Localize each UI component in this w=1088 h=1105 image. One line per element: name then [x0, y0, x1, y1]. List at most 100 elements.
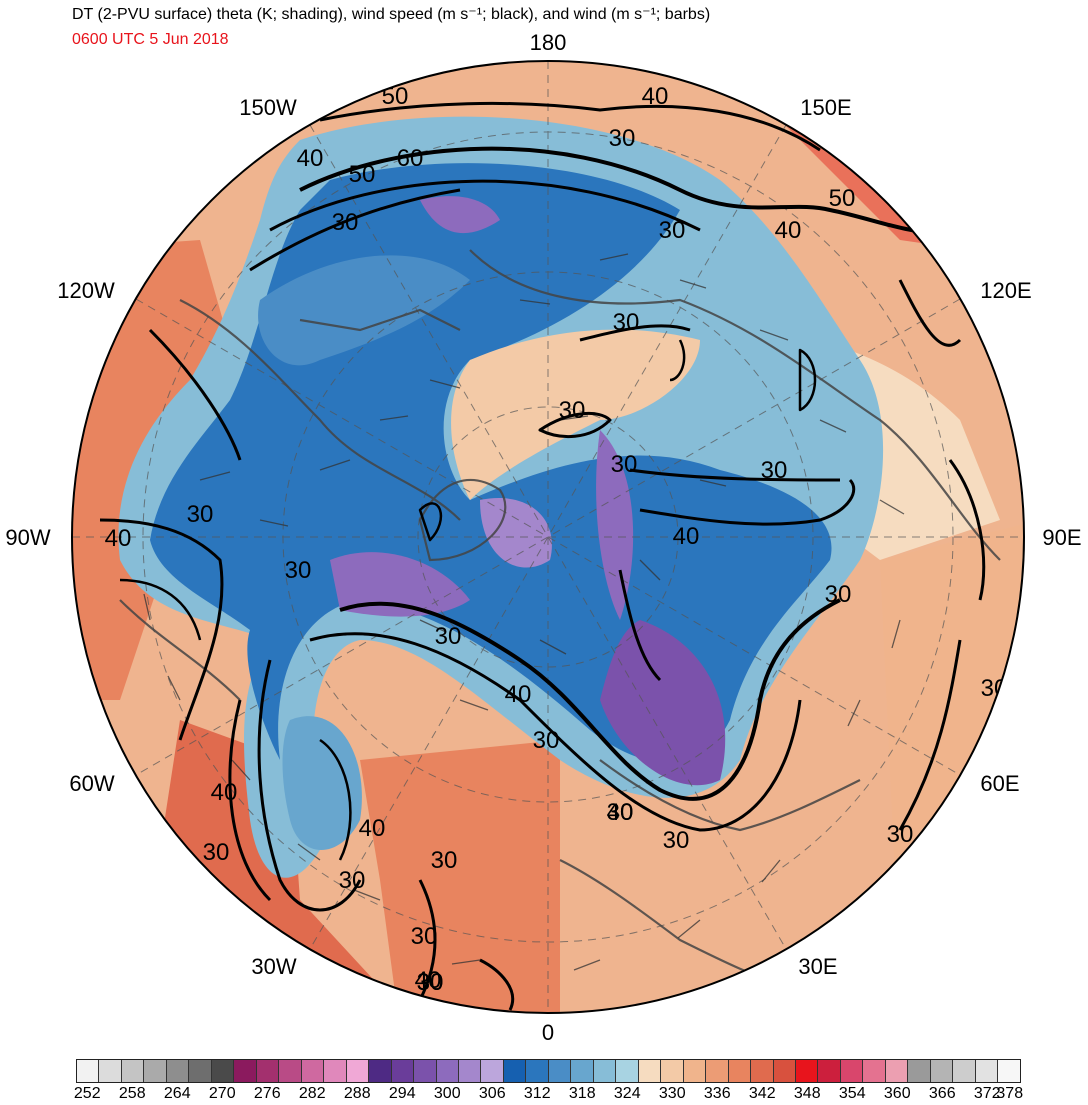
colorbar-tick-label: 330: [658, 1085, 686, 1102]
colorbar-tick-label: 360: [883, 1085, 911, 1102]
colorbar-box: [638, 1060, 662, 1082]
contour-label: 30: [203, 839, 230, 866]
colorbar-box: [414, 1060, 437, 1082]
colorbar-tick-label: 258: [118, 1085, 146, 1102]
contour-label: 30: [659, 217, 686, 244]
contour-label: 40: [673, 523, 700, 550]
lon-label-60w: 60W: [69, 771, 115, 796]
colorbar-tick-label: 324: [613, 1085, 641, 1102]
colorbar-box: [503, 1060, 527, 1082]
colorbar-ticks: 252 258 264 270 276 282 288 294 300 306 312 318 324 3…: [73, 1085, 1023, 1105]
contour-label: 30: [435, 623, 462, 650]
cold-pool-central: [596, 430, 634, 620]
contour-label: 30: [187, 501, 214, 528]
contour-label: 30: [609, 125, 636, 152]
colorbar-box: [99, 1060, 122, 1082]
colorbar-tick-label: 348: [793, 1085, 821, 1102]
colorbar-tick-label: 270: [208, 1085, 236, 1102]
colorbar-box: [256, 1060, 280, 1082]
colorbar-tick-label: 276: [253, 1085, 281, 1102]
colorbar-box: [661, 1060, 684, 1082]
colorbar-box: [189, 1060, 212, 1082]
contour-label: 30: [417, 969, 444, 996]
colorbar-box: [953, 1060, 976, 1082]
colorbar-box: [908, 1060, 931, 1082]
contour-label: 40: [297, 145, 324, 172]
colorbar-box: [616, 1060, 639, 1082]
lon-label-60e: 60E: [980, 771, 1020, 796]
wind-speed-contours: [99, 101, 986, 1011]
contour-label: 40: [359, 815, 386, 842]
colorbar-box: [391, 1060, 415, 1082]
contour-label: 50: [349, 161, 376, 188]
colorbar-tick-label: 294: [388, 1085, 416, 1102]
colorbar-box: [481, 1060, 504, 1082]
colorbar-box: [773, 1060, 796, 1082]
contour-label: 30: [332, 209, 359, 236]
contour-label: 30: [611, 451, 638, 478]
colorbar-box: [571, 1060, 594, 1082]
colorbar-box: [840, 1060, 864, 1082]
colorbar-tick-label: 312: [523, 1085, 551, 1102]
colorbar-box: [301, 1060, 325, 1082]
map-boundary: [71, 60, 1025, 1014]
colorbar-box: [77, 1060, 100, 1082]
colorbar-tick-label: 300: [433, 1085, 461, 1102]
lon-label-150e: 150E: [800, 95, 852, 120]
lon-label-30w: 30W: [251, 954, 297, 979]
cold-pool-east: [600, 620, 726, 786]
colorbar-tick-label: 372: [973, 1085, 1001, 1102]
colorbar-tick-label: 288: [343, 1085, 371, 1102]
contour-label: 30: [559, 397, 586, 424]
contour-label: 30: [411, 923, 438, 950]
colorbar-tick-label: 306: [478, 1085, 506, 1102]
contour-label: 40: [105, 525, 132, 552]
colorbar-box: [121, 1060, 145, 1082]
colorbar-tick-label: 282: [298, 1085, 326, 1102]
colorbar-tick-label: 366: [928, 1085, 956, 1102]
colorbar-box: [346, 1060, 370, 1082]
lon-label-120e: 120E: [980, 278, 1032, 303]
lon-label-120w: 120W: [57, 278, 115, 303]
contour-label: 40: [505, 681, 532, 708]
contour-label: 40: [607, 799, 634, 826]
colorbar: [76, 1059, 1021, 1083]
contour-label: 30: [533, 727, 560, 754]
contour-label: 50: [829, 185, 856, 212]
contour-label: 40: [642, 83, 669, 110]
colorbar-tick-label: 252: [73, 1085, 101, 1102]
lon-label-30e: 30E: [798, 954, 838, 979]
colorbar-box: [706, 1060, 729, 1082]
contour-label: 30: [607, 799, 634, 826]
colorbar-tick-label: 342: [748, 1085, 776, 1102]
contour-label: 40: [415, 967, 442, 994]
lon-label-90w: 90W: [5, 525, 51, 550]
contour-label: 30: [761, 457, 788, 484]
colorbar-box: [548, 1060, 572, 1082]
contour-label: 30: [663, 827, 690, 854]
cold-pool-north: [420, 196, 500, 234]
lon-label-150w: 150W: [239, 95, 297, 120]
colorbar-box: [796, 1060, 819, 1082]
colorbar-box: [863, 1060, 886, 1082]
colorbar-box: [324, 1060, 347, 1082]
contour-label: 40: [211, 779, 238, 806]
contour-label: 40: [775, 217, 802, 244]
trough-mid-blue: [258, 255, 470, 366]
colorbar-box: [818, 1060, 841, 1082]
contour-label: 30: [887, 821, 914, 848]
colorbar-tick-label: 264: [163, 1085, 191, 1102]
colorbar-box: [436, 1060, 459, 1082]
contour-label: 60: [397, 145, 424, 172]
colorbar-tick-label: 318: [568, 1085, 596, 1102]
cutoff-low: [282, 716, 362, 850]
contour-label: 30: [417, 969, 444, 996]
warm-region-se: [880, 520, 1024, 980]
colorbar-box: [458, 1060, 482, 1082]
colorbar-box: [369, 1060, 392, 1082]
chart-title: DT (2-PVU surface) theta (K; shading), w…: [72, 6, 711, 23]
colorbar-box: [166, 1060, 190, 1082]
contour-label: 30: [339, 867, 366, 894]
